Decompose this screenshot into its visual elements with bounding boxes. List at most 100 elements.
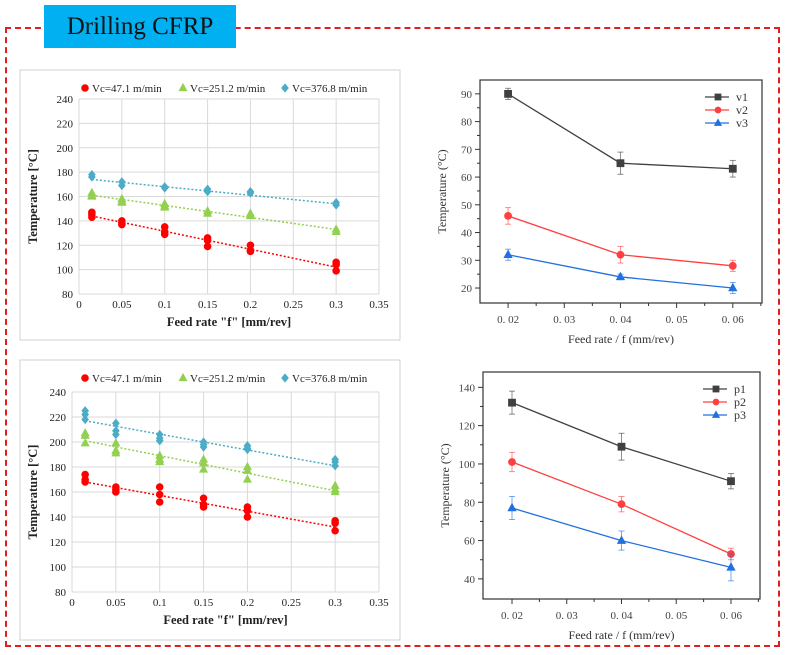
data-point [503, 249, 513, 258]
legend-label: v1 [736, 90, 748, 104]
data-point [118, 180, 126, 191]
x-tick-label: 0 [76, 299, 82, 311]
y-tick-label: 120 [459, 421, 476, 433]
y-tick-label: 160 [50, 487, 67, 499]
data-point [118, 220, 126, 229]
data-point [246, 188, 255, 198]
trendline [91, 215, 337, 268]
legend-label: v2 [736, 103, 748, 117]
legend-label: p3 [734, 408, 746, 422]
y-tick-label: 90 [461, 89, 473, 101]
x-axis-title: Feed rate "f" [mm/rev] [167, 315, 291, 329]
y-tick-label: 80 [461, 117, 473, 129]
y-tick-label: 160 [57, 192, 74, 204]
x-tick-label: 0.35 [369, 299, 389, 311]
y-tick-label: 80 [464, 497, 476, 509]
data-point [504, 212, 512, 220]
series-3 [88, 169, 340, 210]
plot-frame [479, 79, 763, 304]
y-tick-label: 180 [50, 462, 67, 474]
data-point [726, 562, 736, 571]
series-3 [507, 496, 736, 582]
chart-3: 80 100 120 140 160 180 200 220 240 0 0.05 0.1 0.15 0.… [19, 359, 401, 641]
data-point [203, 208, 213, 217]
y-tick-label: 120 [57, 240, 74, 252]
data-point [80, 438, 90, 447]
series-3 [503, 248, 738, 295]
data-point [243, 444, 252, 455]
chart-1: 80 100 120 140 160 180 200 220 240 0 0.05 0.1 0.15 0.… [19, 69, 401, 341]
y-tick-label: 80 [62, 289, 74, 301]
trendline [85, 440, 336, 492]
x-tick-label: 0.3 [329, 299, 343, 311]
y-tick-label: 120 [50, 537, 67, 549]
legend-marker [281, 83, 289, 93]
series-1 [88, 208, 340, 275]
series-2 [87, 187, 341, 236]
data-point [112, 488, 120, 496]
x-tick-label: 0. 03 [556, 610, 579, 622]
data-point [88, 172, 96, 182]
series-3 [81, 406, 339, 471]
data-point [155, 456, 165, 466]
data-point [331, 519, 339, 528]
data-point [155, 483, 164, 491]
data-point [199, 494, 208, 503]
y-tick-label: 140 [57, 216, 74, 228]
legend-label: p2 [734, 395, 746, 409]
data-point [331, 526, 339, 535]
legend-label: Vc=376.8 m/min [292, 83, 368, 95]
legend-label: v3 [736, 116, 748, 130]
x-tick-label: 0. 04 [609, 314, 632, 326]
data-point [242, 465, 252, 474]
legend-marker [81, 374, 89, 382]
chart-2: 20 30 40 50 60 70 80 90 0. 02 0. 03 0. 04 0. 05 0. 0… [435, 79, 763, 346]
legend-label: Vc=47.1 m/min [92, 373, 162, 385]
legend-label: p1 [734, 382, 746, 396]
y-axis-title: Temperature [°C] [26, 149, 40, 244]
x-tick-label: 0. 06 [722, 314, 745, 326]
y-tick-label: 100 [459, 459, 476, 471]
y-tick-label: 70 [461, 144, 473, 156]
data-point [728, 282, 738, 292]
y-axis-title: Temperature [°C] [26, 445, 40, 540]
data-point [615, 271, 626, 281]
x-tick-label: 0. 02 [497, 314, 519, 326]
y-tick-label: 20 [461, 283, 473, 295]
data-point [507, 502, 517, 512]
data-point [160, 202, 170, 211]
x-tick-label: 0. 02 [501, 610, 523, 622]
data-point [727, 477, 735, 486]
data-point [332, 267, 340, 275]
x-tick-label: 0.15 [198, 299, 218, 311]
data-point [203, 187, 212, 197]
data-point [243, 506, 252, 515]
y-tick-label: 80 [55, 587, 67, 599]
data-point [117, 197, 127, 206]
data-point [112, 429, 120, 440]
x-tick-label: 0. 03 [553, 314, 576, 326]
data-point [332, 260, 340, 269]
y-tick-label: 40 [461, 228, 473, 240]
page-title: Drilling CFRP [66, 12, 214, 40]
data-point [330, 486, 340, 496]
legend-label: Vc=376.8 m/min [292, 373, 368, 385]
y-tick-label: 50 [461, 200, 473, 212]
y-tick-label: 180 [57, 167, 74, 179]
series-2 [80, 428, 340, 496]
x-tick-label: 0 [69, 597, 75, 609]
chart-4: 40 60 80 100 120 140 0. 02 0. 03 0. 04 0. 05 0. 06… [438, 371, 761, 642]
data-point [616, 535, 627, 544]
y-tick-label: 60 [461, 172, 473, 184]
series-1 [508, 390, 735, 490]
trendline [91, 178, 337, 205]
y-tick-label: 100 [57, 265, 74, 277]
x-tick-label: 0. 05 [665, 610, 688, 622]
legend-marker [714, 106, 722, 114]
y-axis-title: Temperature (°C) [435, 149, 449, 233]
data-point [508, 458, 516, 466]
y-tick-label: 140 [50, 512, 67, 524]
y-tick-label: 30 [461, 255, 473, 267]
legend-marker [281, 373, 289, 383]
